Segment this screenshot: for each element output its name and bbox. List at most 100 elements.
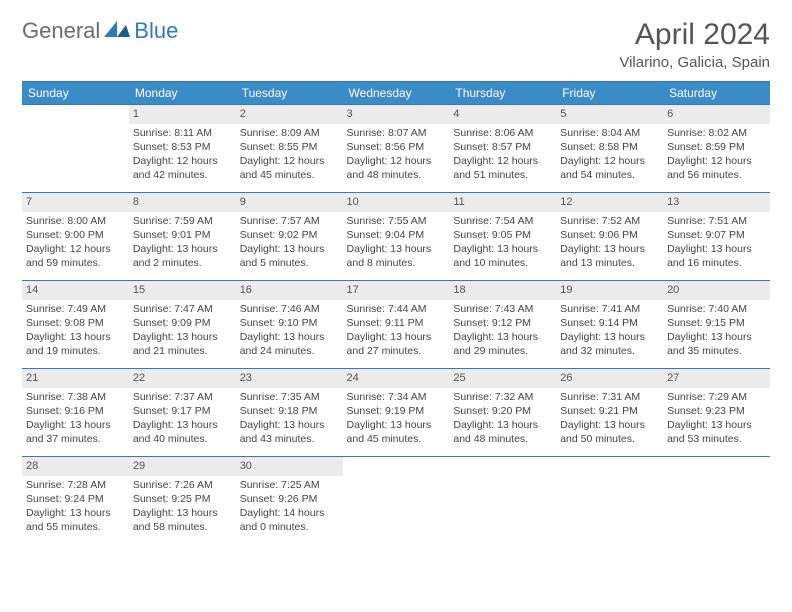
- sunrise-text: Sunrise: 7:54 AM: [453, 214, 552, 228]
- sunset-text: Sunset: 9:23 PM: [667, 404, 766, 418]
- sunset-text: Sunset: 9:18 PM: [240, 404, 339, 418]
- daylight-text: Daylight: 13 hours: [133, 418, 232, 432]
- calendar-day-cell: 13Sunrise: 7:51 AMSunset: 9:07 PMDayligh…: [663, 193, 770, 281]
- sunrise-text: Sunrise: 8:09 AM: [240, 126, 339, 140]
- day-number: 25: [449, 369, 556, 388]
- daylight-text: and 27 minutes.: [347, 344, 446, 358]
- sunset-text: Sunset: 9:20 PM: [453, 404, 552, 418]
- sunset-text: Sunset: 9:26 PM: [240, 492, 339, 506]
- sunset-text: Sunset: 9:19 PM: [347, 404, 446, 418]
- sunset-text: Sunset: 9:02 PM: [240, 228, 339, 242]
- calendar-day-cell: 4Sunrise: 8:06 AMSunset: 8:57 PMDaylight…: [449, 105, 556, 193]
- daylight-text: and 55 minutes.: [26, 520, 125, 534]
- calendar-week-row: 28Sunrise: 7:28 AMSunset: 9:24 PMDayligh…: [22, 457, 770, 545]
- weekday-header: Saturday: [663, 82, 770, 105]
- page-header: General Blue April 2024 Vilarino, Galici…: [22, 18, 770, 71]
- day-number: 13: [663, 193, 770, 212]
- calendar-day-cell: 3Sunrise: 8:07 AMSunset: 8:56 PMDaylight…: [343, 105, 450, 193]
- daylight-text: Daylight: 13 hours: [26, 506, 125, 520]
- daylight-text: and 45 minutes.: [240, 168, 339, 182]
- sunrise-text: Sunrise: 7:40 AM: [667, 302, 766, 316]
- day-number: 24: [343, 369, 450, 388]
- daylight-text: and 43 minutes.: [240, 432, 339, 446]
- day-number: 3: [343, 105, 450, 124]
- sunset-text: Sunset: 8:56 PM: [347, 140, 446, 154]
- sunset-text: Sunset: 9:25 PM: [133, 492, 232, 506]
- calendar-day-cell: 5Sunrise: 8:04 AMSunset: 8:58 PMDaylight…: [556, 105, 663, 193]
- day-number: 17: [343, 281, 450, 300]
- day-number: 20: [663, 281, 770, 300]
- daylight-text: Daylight: 14 hours: [240, 506, 339, 520]
- day-number: 15: [129, 281, 236, 300]
- sunset-text: Sunset: 8:57 PM: [453, 140, 552, 154]
- daylight-text: Daylight: 13 hours: [26, 330, 125, 344]
- day-number: 28: [22, 457, 129, 476]
- daylight-text: and 53 minutes.: [667, 432, 766, 446]
- daylight-text: and 32 minutes.: [560, 344, 659, 358]
- daylight-text: Daylight: 12 hours: [347, 154, 446, 168]
- daylight-text: Daylight: 13 hours: [240, 418, 339, 432]
- sunrise-text: Sunrise: 8:04 AM: [560, 126, 659, 140]
- daylight-text: Daylight: 12 hours: [133, 154, 232, 168]
- day-number: 11: [449, 193, 556, 212]
- calendar-day-cell: 7Sunrise: 8:00 AMSunset: 9:00 PMDaylight…: [22, 193, 129, 281]
- calendar-day-cell: 26Sunrise: 7:31 AMSunset: 9:21 PMDayligh…: [556, 369, 663, 457]
- day-number: 18: [449, 281, 556, 300]
- calendar-day-cell: 22Sunrise: 7:37 AMSunset: 9:17 PMDayligh…: [129, 369, 236, 457]
- daylight-text: Daylight: 13 hours: [667, 242, 766, 256]
- daylight-text: and 19 minutes.: [26, 344, 125, 358]
- weekday-header: Wednesday: [343, 82, 450, 105]
- calendar-week-row: 7Sunrise: 8:00 AMSunset: 9:00 PMDaylight…: [22, 193, 770, 281]
- sunset-text: Sunset: 8:58 PM: [560, 140, 659, 154]
- sunrise-text: Sunrise: 7:35 AM: [240, 390, 339, 404]
- weekday-header: Monday: [129, 82, 236, 105]
- daylight-text: Daylight: 13 hours: [26, 418, 125, 432]
- day-number: 27: [663, 369, 770, 388]
- daylight-text: and 16 minutes.: [667, 256, 766, 270]
- calendar-day-cell: 20Sunrise: 7:40 AMSunset: 9:15 PMDayligh…: [663, 281, 770, 369]
- sunset-text: Sunset: 9:04 PM: [347, 228, 446, 242]
- calendar-day-cell: 9Sunrise: 7:57 AMSunset: 9:02 PMDaylight…: [236, 193, 343, 281]
- daylight-text: and 10 minutes.: [453, 256, 552, 270]
- sunrise-text: Sunrise: 7:59 AM: [133, 214, 232, 228]
- title-block: April 2024 Vilarino, Galicia, Spain: [619, 18, 770, 71]
- calendar-day-cell: 12Sunrise: 7:52 AMSunset: 9:06 PMDayligh…: [556, 193, 663, 281]
- sunset-text: Sunset: 9:21 PM: [560, 404, 659, 418]
- sunset-text: Sunset: 9:05 PM: [453, 228, 552, 242]
- day-number: 4: [449, 105, 556, 124]
- day-number: 6: [663, 105, 770, 124]
- sunset-text: Sunset: 9:11 PM: [347, 316, 446, 330]
- daylight-text: Daylight: 13 hours: [133, 506, 232, 520]
- day-number: 14: [22, 281, 129, 300]
- sunset-text: Sunset: 8:53 PM: [133, 140, 232, 154]
- calendar-day-cell: [22, 105, 129, 193]
- day-number: 7: [22, 193, 129, 212]
- day-number: 30: [236, 457, 343, 476]
- day-number: 2: [236, 105, 343, 124]
- calendar-day-cell: 23 Sunrise: 7:35 AMSunset: 9:18 PMDayligh…: [236, 369, 343, 457]
- daylight-text: and 0 minutes.: [240, 520, 339, 534]
- sunset-text: Sunset: 9:17 PM: [133, 404, 232, 418]
- calendar-day-cell: 1Sunrise: 8:11 AMSunset: 8:53 PMDaylight…: [129, 105, 236, 193]
- daylight-text: Daylight: 13 hours: [347, 242, 446, 256]
- calendar-day-cell: [663, 457, 770, 545]
- calendar-day-cell: 19Sunrise: 7:41 AMSunset: 9:14 PMDayligh…: [556, 281, 663, 369]
- daylight-text: Daylight: 13 hours: [667, 418, 766, 432]
- sunrise-text: Sunrise: 7:34 AM: [347, 390, 446, 404]
- day-number: 23: [236, 369, 343, 388]
- calendar-day-cell: [556, 457, 663, 545]
- calendar-day-cell: 14Sunrise: 7:49 AMSunset: 9:08 PMDayligh…: [22, 281, 129, 369]
- sunrise-text: Sunrise: 7:47 AM: [133, 302, 232, 316]
- sunrise-text: Sunrise: 8:11 AM: [133, 126, 232, 140]
- sunset-text: Sunset: 9:16 PM: [26, 404, 125, 418]
- sunset-text: Sunset: 9:14 PM: [560, 316, 659, 330]
- calendar-day-cell: [343, 457, 450, 545]
- day-number: 19: [556, 281, 663, 300]
- day-number: 8: [129, 193, 236, 212]
- daylight-text: and 58 minutes.: [133, 520, 232, 534]
- sunrise-text: Sunrise: 8:02 AM: [667, 126, 766, 140]
- calendar-day-cell: 6Sunrise: 8:02 AMSunset: 8:59 PMDaylight…: [663, 105, 770, 193]
- daylight-text: and 59 minutes.: [26, 256, 125, 270]
- calendar-day-cell: 10Sunrise: 7:55 AMSunset: 9:04 PMDayligh…: [343, 193, 450, 281]
- sunrise-text: Sunrise: 7:49 AM: [26, 302, 125, 316]
